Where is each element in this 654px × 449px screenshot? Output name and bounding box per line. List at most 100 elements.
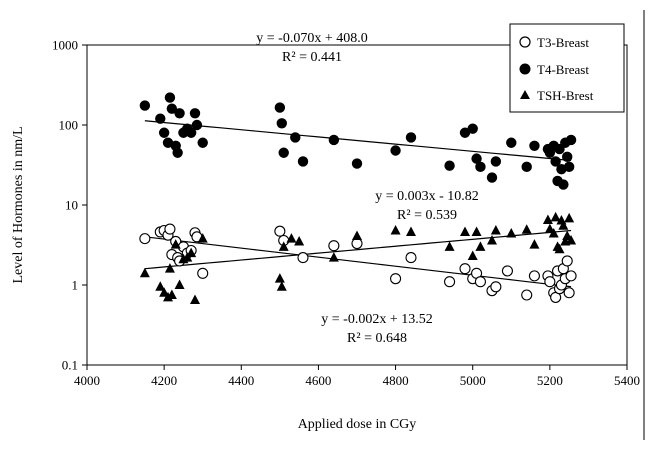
- data-point-tsh-brest: [170, 239, 181, 249]
- data-point-t3-breast: [563, 287, 575, 299]
- data-point-t4-breast: [164, 92, 176, 103]
- data-points: [139, 92, 577, 304]
- data-point-t3-breast: [297, 252, 309, 264]
- data-point-tsh-brest: [475, 241, 486, 251]
- data-point-tsh-brest: [155, 281, 166, 291]
- data-point-t3-breast: [139, 233, 151, 245]
- data-point-t4-breast: [172, 147, 183, 158]
- data-point-t3-breast: [490, 281, 502, 293]
- data-point-t4-breast: [185, 127, 197, 138]
- data-point-t4-breast: [562, 151, 573, 163]
- data-point-t4-breast: [475, 161, 486, 173]
- data-point-t4-breast: [197, 137, 208, 148]
- data-point-tsh-brest: [529, 239, 540, 249]
- trendline-r2-t4: R² = 0.441: [282, 50, 342, 65]
- data-point-tsh-brest: [467, 250, 478, 261]
- data-point-t3-breast: [521, 289, 533, 301]
- data-point-t4-breast: [529, 140, 540, 151]
- data-point-t4-breast: [191, 119, 203, 131]
- data-point-t4-breast: [276, 118, 287, 129]
- data-point-tsh-brest: [444, 241, 455, 251]
- data-point-tsh-brest: [554, 243, 565, 254]
- data-point-tsh-brest: [487, 234, 497, 245]
- trendline-r2-t3: R² = 0.648: [347, 331, 407, 346]
- data-point-t4-breast: [189, 108, 201, 119]
- data-point-t3-breast: [561, 255, 573, 267]
- data-point-t3-breast: [405, 252, 417, 264]
- data-point-t4-breast: [459, 127, 471, 138]
- data-point-t4-breast: [563, 161, 575, 173]
- y-axis-ticks: 0.1 1 10 100 1000: [52, 38, 87, 373]
- data-point-tsh-brest: [278, 241, 289, 251]
- legend-label-t4: T4-Breast: [537, 62, 589, 77]
- trendline-t4-breast: [144, 120, 572, 162]
- y-tick-label: 1000: [52, 38, 78, 53]
- data-point-t4-breast: [274, 102, 286, 113]
- data-point-tsh-brest: [460, 226, 470, 236]
- trendline-t3-breast: [144, 236, 572, 288]
- y-axis-title: Level of Hormones in nm/L: [11, 126, 26, 283]
- data-point-tsh-brest: [159, 287, 170, 297]
- x-tick-label: 4600: [305, 373, 331, 388]
- x-tick-label: 4000: [74, 373, 100, 388]
- data-point-tsh-brest: [558, 220, 569, 230]
- data-point-t4-breast: [550, 156, 561, 167]
- legend-open-circle-icon: [519, 36, 531, 48]
- data-point-t4-breast: [155, 113, 166, 124]
- data-point-t4-breast: [444, 160, 455, 171]
- y-tick-label: 100: [59, 118, 79, 133]
- legend-filled-triangle-icon: [520, 90, 530, 99]
- data-point-t3-breast: [444, 276, 456, 288]
- data-point-t3-breast: [474, 276, 486, 288]
- data-point-t3-breast: [197, 267, 209, 279]
- trendline-equation-tsh: y = 0.003x - 10.82: [375, 189, 479, 204]
- trendline-tsh-brest: [144, 229, 572, 270]
- data-point-tsh-brest: [566, 234, 577, 245]
- data-point-t3-breast: [501, 265, 513, 277]
- legend-label-t3: T3-Breast: [537, 35, 589, 50]
- x-tick-label: 4200: [151, 373, 177, 388]
- data-point-tsh-brest: [174, 279, 185, 289]
- trendline-r2-tsh: R² = 0.539: [397, 208, 457, 223]
- legend-entry-t3: T3-Breast: [519, 35, 589, 50]
- y-tick-label: 10: [65, 198, 78, 213]
- trendline-equation-t4: y = -0.070x + 408.0: [256, 31, 367, 46]
- data-point-tsh-brest: [163, 291, 173, 302]
- data-point-tsh-brest: [506, 228, 517, 238]
- data-point-t3-breast: [565, 270, 577, 282]
- data-point-tsh-brest: [186, 247, 197, 258]
- data-point-tsh-brest: [548, 228, 559, 238]
- data-point-t3-breast: [328, 240, 340, 252]
- data-point-tsh-brest: [328, 252, 339, 262]
- legend: T3-Breast T4-Breast TSH-Brest: [509, 23, 625, 113]
- y-tick-label: 1: [72, 278, 79, 293]
- data-point-tsh-brest: [274, 273, 285, 283]
- trendlines: [144, 120, 572, 288]
- data-point-t4-breast: [158, 127, 170, 138]
- data-point-t4-breast: [486, 172, 498, 183]
- x-tick-label: 4800: [383, 373, 409, 388]
- data-point-t4-breast: [467, 123, 478, 134]
- y-tick-label: 0.1: [62, 358, 78, 373]
- data-point-t3-breast: [390, 273, 402, 285]
- data-point-tsh-brest: [139, 267, 150, 278]
- data-point-tsh-brest: [471, 226, 482, 236]
- data-point-tsh-brest: [390, 225, 401, 235]
- data-point-t3-breast: [544, 276, 556, 288]
- data-point-t4-breast: [506, 137, 517, 148]
- legend-filled-circle-icon: [519, 63, 531, 75]
- data-point-t4-breast: [521, 161, 532, 173]
- data-point-tsh-brest: [521, 224, 532, 234]
- data-point-t3-breast: [351, 237, 363, 250]
- data-point-t4-breast: [290, 132, 301, 143]
- data-point-tsh-brest: [276, 281, 287, 291]
- legend-label-tsh: TSH-Brest: [537, 88, 594, 103]
- data-point-tsh-brest: [197, 233, 208, 243]
- data-point-t3-breast: [164, 223, 176, 235]
- legend-entry-tsh: TSH-Brest: [520, 88, 594, 103]
- data-point-t3-breast: [459, 263, 471, 275]
- data-point-t4-breast: [139, 100, 151, 111]
- data-point-tsh-brest: [286, 233, 297, 243]
- data-point-tsh-brest: [542, 214, 553, 224]
